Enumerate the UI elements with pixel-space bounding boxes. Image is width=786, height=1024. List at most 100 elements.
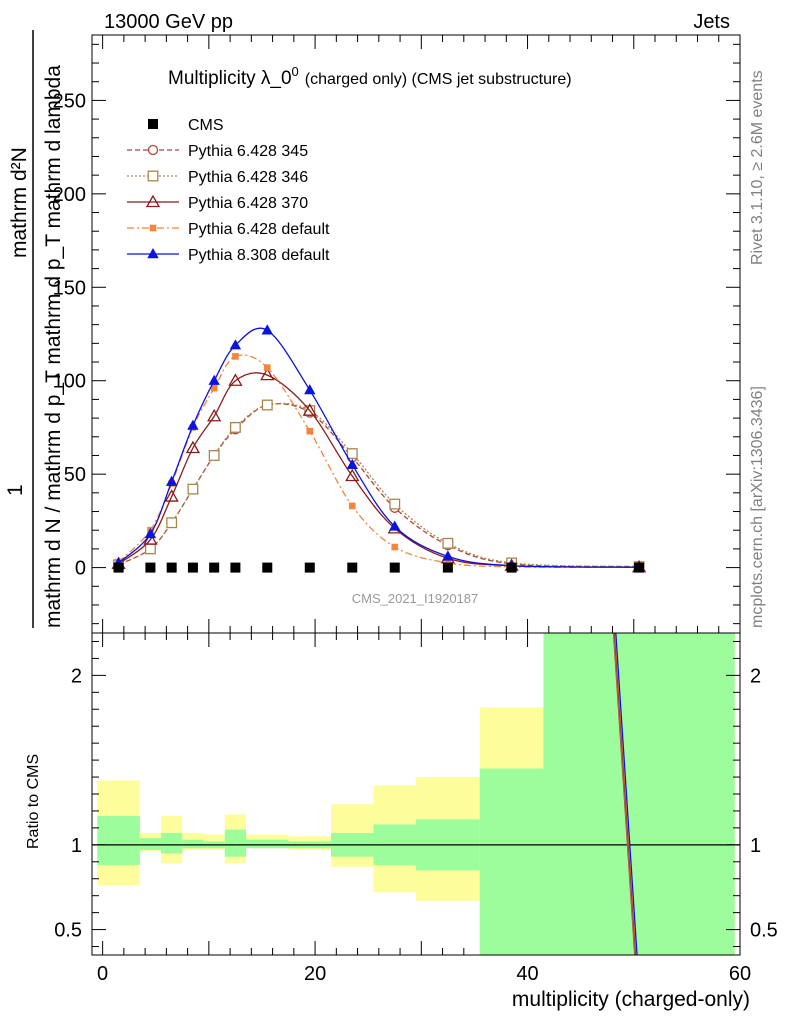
ratio-y-tick-label: 2 (71, 665, 82, 687)
legend-marker (147, 170, 159, 182)
legend-marker (148, 119, 158, 129)
ratio-y-tick-label: 1 (750, 835, 761, 857)
legend-label: Pythia 6.428 370 (188, 195, 308, 212)
series-3 (115, 353, 643, 571)
header-category: Jets (693, 11, 730, 33)
plot-title-sup: 0 (292, 64, 299, 79)
x-tick-label: 20 (304, 963, 326, 985)
series-line (118, 372, 640, 568)
x-tick-label: 40 (516, 963, 538, 985)
cms-point (506, 562, 517, 573)
legend-label: Pythia 8.308 default (188, 247, 330, 264)
cms-point (230, 562, 241, 573)
y-tick-label: 250 (53, 90, 86, 112)
ratio-y-tick-label: 0.5 (750, 920, 778, 942)
plot-title-main: Multiplicity λ_0 (168, 68, 292, 89)
series-point (229, 421, 241, 433)
ratio-series-line (615, 632, 638, 956)
plot-title-sub: (charged only) (CMS jet substructure) (305, 71, 572, 88)
series-point (208, 450, 220, 461)
legend-label: Pythia 6.428 default (188, 221, 330, 238)
legend-item: Pythia 6.428 346 (127, 169, 308, 186)
series-point (345, 468, 360, 482)
y-tick-label: 150 (53, 277, 86, 299)
series-point (228, 373, 243, 386)
y-tick-label: 0 (75, 558, 86, 580)
legend-label: CMS (188, 117, 224, 134)
series-point (263, 364, 271, 371)
series-point (306, 427, 314, 435)
cms-point (262, 562, 273, 573)
main-plot: 0 50 100 150 200 250 (53, 34, 741, 955)
y-tick-label: 200 (53, 184, 86, 206)
ratio-plot: 0.5 0.5 1 1 2 2 (54, 632, 778, 956)
ratio-ylabel: Ratio to CMS (25, 754, 42, 849)
series-point (302, 403, 317, 416)
stat-band (479, 768, 544, 955)
series-point (144, 543, 156, 555)
series-line (118, 402, 640, 568)
series-point (207, 408, 222, 422)
series-point (346, 448, 358, 460)
x-tick-label: 0 (97, 963, 108, 985)
ratio-y-tick-label: 1 (71, 835, 82, 857)
series-point (442, 550, 454, 561)
xlabel: multiplicity (charged-only) (512, 988, 750, 1011)
main-ylabel: mathrm d²N 1 mathrm d N / mathrm d p_T m… (4, 30, 65, 628)
series-point (260, 367, 275, 381)
cms-point (166, 562, 177, 573)
x-tick-label: 60 (729, 963, 751, 985)
mcplots-label: mcplots.cern.ch [arXiv:1306.3436] (749, 386, 766, 628)
cms-point (634, 562, 645, 573)
series-point (391, 543, 399, 551)
series-point (389, 520, 401, 531)
legend-marker (149, 224, 157, 232)
cms-point (389, 562, 400, 573)
ylabel-top: mathrm d²N (8, 147, 31, 258)
y-tick-label: 50 (64, 464, 86, 486)
legend-item: Pythia 6.428 default (127, 221, 330, 238)
analysis-label: CMS_2021_I1920187 (352, 591, 479, 606)
cms-point (187, 562, 198, 573)
series-point (164, 489, 179, 502)
legend: CMS Pythia 6.428 345 Pythia 6.428 346 Pythi… (127, 117, 330, 264)
series-point (348, 502, 356, 510)
cms-point (347, 562, 358, 573)
series-point (144, 527, 157, 539)
y-tick-label: 100 (53, 371, 86, 393)
ratio-y-tick-label: 0.5 (54, 920, 82, 942)
legend-item-cms: CMS (148, 117, 224, 134)
stat-band (161, 832, 183, 854)
series-point (210, 384, 218, 392)
series-point (389, 498, 401, 510)
series-point (261, 399, 273, 411)
series-point (232, 353, 239, 360)
stat-band (182, 839, 204, 849)
legend-item: Pythia 6.428 345 (127, 143, 308, 160)
stat-band (224, 829, 247, 857)
series-point (442, 537, 454, 549)
series-2 (111, 367, 647, 573)
header-energy: 13000 GeV pp (104, 11, 233, 33)
series-point (304, 384, 316, 395)
series-point (185, 440, 201, 454)
legend-marker (145, 194, 161, 208)
series-point (346, 458, 358, 470)
legend-item: Pythia 8.308 default (127, 247, 330, 264)
stat-band (246, 839, 289, 849)
series-line (118, 354, 640, 569)
series-point (165, 475, 178, 486)
cms-point (304, 562, 315, 573)
series-point (208, 374, 220, 385)
cms-point (113, 562, 124, 573)
stat-band (139, 838, 162, 850)
series-1 (113, 399, 645, 573)
stat-band (543, 633, 735, 955)
cms-point (442, 562, 453, 573)
series-point (261, 324, 273, 335)
cms-point (209, 562, 220, 573)
ratio-frame (91, 632, 741, 956)
plot-title: Multiplicity λ_00 (charged only) (CMS jet… (168, 64, 572, 89)
cms-point (145, 562, 156, 573)
